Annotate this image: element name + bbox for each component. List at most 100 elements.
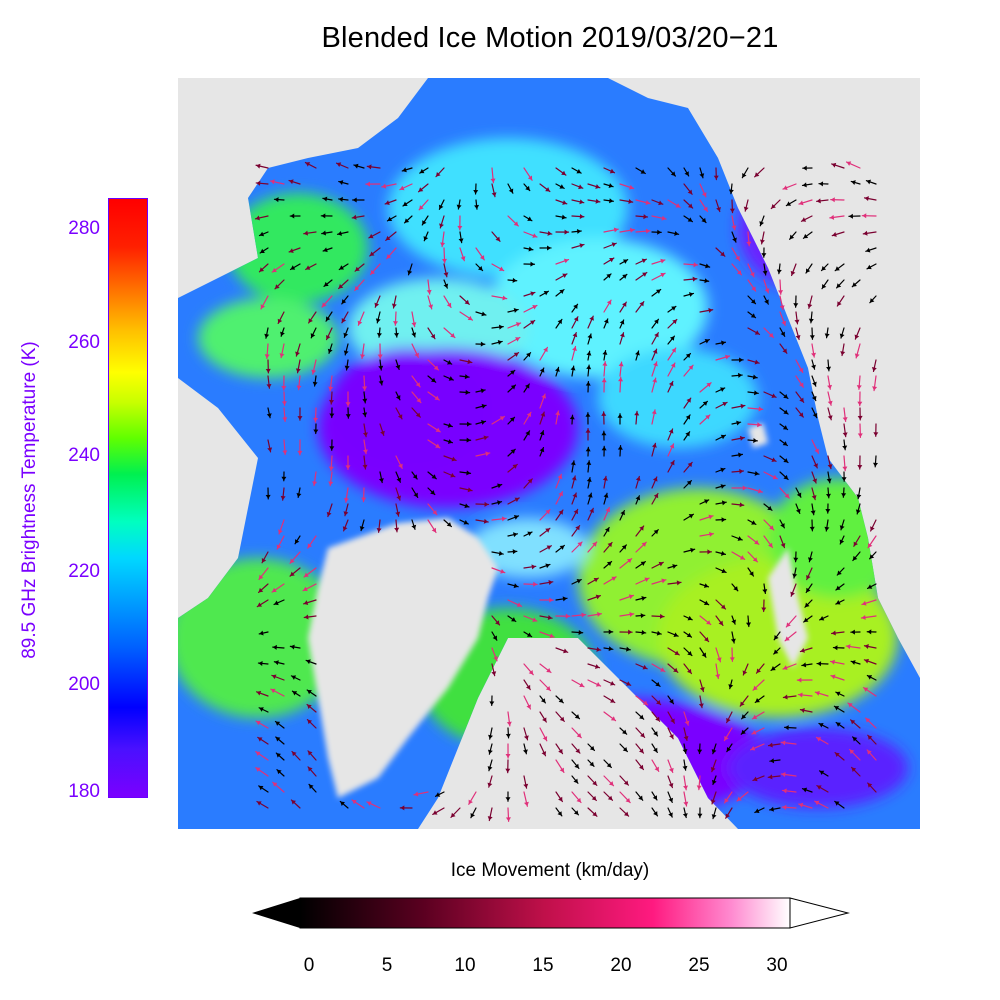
- ice-drift-arrowhead: [697, 813, 703, 818]
- ice-drift-arrowhead: [530, 291, 535, 297]
- ice-drift-arrowhead: [606, 273, 612, 279]
- ice-drift-arrowhead: [854, 334, 860, 340]
- ice-drift-arrowhead: [718, 620, 723, 626]
- ice-drift-arrowhead: [291, 675, 297, 680]
- ice-drift-arrowhead: [753, 438, 758, 443]
- ice-drift-arrowhead: [742, 485, 747, 491]
- ice-drift-arrowhead: [338, 196, 343, 202]
- ice-drift-arrowhead: [795, 508, 801, 514]
- ice-drift-arrowhead: [821, 266, 827, 271]
- ice-drift-arrowhead: [296, 385, 302, 390]
- ice-drift-arrowhead: [365, 181, 370, 187]
- ice-drift-arrowhead: [413, 492, 418, 498]
- ice-drift-arrowhead: [305, 265, 311, 270]
- ice-drift-arrowhead: [595, 594, 601, 600]
- ice-drift-arrowhead: [798, 200, 804, 206]
- ice-drift-arrowhead: [702, 401, 708, 406]
- ice-drift-arrowhead: [710, 799, 716, 804]
- ice-drift-arrowhead: [526, 352, 531, 358]
- ice-drift-arrowhead: [562, 273, 567, 279]
- ice-drift-arrowhead: [540, 412, 546, 417]
- ice-drift-arrowhead: [433, 365, 439, 370]
- ice-drift-arrowhead: [736, 270, 742, 275]
- ice-drift-arrowhead: [513, 515, 519, 520]
- ice-drift-arrowhead: [640, 732, 645, 738]
- ice-drift-arrowhead: [670, 460, 675, 466]
- ice-drift-arrowhead: [492, 635, 497, 641]
- ice-drift-arrowhead: [668, 428, 674, 434]
- ice-drift-arrowhead: [668, 797, 674, 803]
- ice-drift-arrowhead: [623, 811, 629, 817]
- ice-drift-arrowhead: [736, 420, 741, 426]
- ice-drift-arrowhead: [640, 169, 646, 174]
- ice-drift-arrowhead: [756, 668, 761, 674]
- ice-drift-arrowhead: [651, 443, 657, 448]
- ice-drift-arrowhead: [753, 390, 759, 396]
- ice-drift-arrowhead: [704, 636, 709, 642]
- ice-drift-arrowhead: [274, 600, 279, 606]
- ice-drift-arrowhead: [725, 813, 730, 819]
- ice-drift-arrowhead: [327, 348, 333, 354]
- greenland-landmass: [308, 518, 498, 798]
- ice-drift-arrowhead: [857, 415, 863, 420]
- ice-drift-arrowhead: [683, 735, 689, 741]
- ice-drift-arrowhead: [336, 162, 342, 168]
- ice-drift-arrowhead: [564, 229, 569, 235]
- ice-drift-arrowhead: [655, 681, 661, 687]
- ice-drift-arrowhead: [811, 495, 817, 500]
- ice-drift-arrowhead: [803, 233, 809, 239]
- ice-drift-arrowhead: [343, 511, 349, 516]
- ice-drift-arrowhead: [609, 257, 614, 263]
- ice-drift-arrowhead: [761, 607, 767, 612]
- ice-drift-arrowhead: [606, 300, 612, 305]
- ice-drift-arrowhead: [676, 580, 682, 586]
- ice-drift-arrowhead: [863, 687, 869, 692]
- ice-drift-arrowhead: [443, 272, 449, 277]
- ice-drift-arrowhead: [576, 228, 582, 234]
- ice-drift-arrowhead: [654, 766, 659, 772]
- ice-drift-arrowhead: [385, 235, 391, 241]
- ice-drift-arrowhead: [500, 568, 505, 574]
- ice-drift-arrowhead: [661, 578, 666, 584]
- movement-tick: 5: [381, 955, 393, 976]
- ice-drift-arrowhead: [292, 691, 298, 696]
- ice-drift-arrowhead: [726, 717, 731, 723]
- ice-drift-arrowhead: [724, 735, 729, 741]
- ice-drift-arrowhead: [267, 447, 273, 452]
- ice-drift-arrowhead: [487, 766, 493, 771]
- ice-drift-arrowhead: [798, 802, 804, 808]
- ice-drift-arrowhead: [839, 333, 845, 339]
- ice-drift-arrowhead: [470, 812, 475, 818]
- ice-drift-arrowhead: [255, 751, 261, 756]
- ice-drift-arrowhead: [292, 751, 297, 757]
- ice-drift-arrowhead: [387, 216, 393, 222]
- ice-drift-arrowhead: [290, 644, 295, 650]
- ice-drift-arrowhead: [683, 785, 689, 790]
- ice-drift-arrowhead: [435, 427, 441, 432]
- ice-drift-arrowhead: [495, 620, 500, 625]
- ice-drift-arrowhead: [711, 749, 717, 754]
- ice-drift-arrowhead: [558, 491, 563, 497]
- ice-drift-arrowhead: [343, 332, 349, 338]
- ice-drift-arrowhead: [802, 787, 808, 793]
- ice-drift-arrowhead: [674, 231, 679, 236]
- ice-drift-arrowhead: [431, 474, 437, 479]
- ice-drift-arrowhead: [539, 430, 545, 436]
- ice-drift-arrowhead: [587, 333, 593, 339]
- ice-drift-arrowhead: [617, 413, 623, 418]
- ice-drift-arrowhead: [506, 721, 512, 726]
- ice-drift-arrowhead: [466, 437, 471, 443]
- ice-drift-arrowhead: [512, 532, 518, 538]
- ice-drift-arrowhead: [641, 596, 646, 601]
- ice-drift-arrowhead: [639, 301, 644, 307]
- ice-drift-arrowhead: [635, 476, 641, 482]
- ice-drift-arrowhead: [464, 503, 469, 509]
- ice-drift-arrowhead: [381, 183, 387, 189]
- ice-drift-arrowhead: [430, 490, 435, 495]
- ice-drift-arrowhead: [799, 382, 804, 388]
- ice-drift-arrowhead: [328, 399, 334, 405]
- ice-drift-arrowhead: [812, 412, 818, 418]
- ice-drift-arrowhead: [687, 650, 692, 656]
- ice-drift-arrowhead: [780, 331, 785, 337]
- ice-drift-arrowhead: [589, 761, 594, 767]
